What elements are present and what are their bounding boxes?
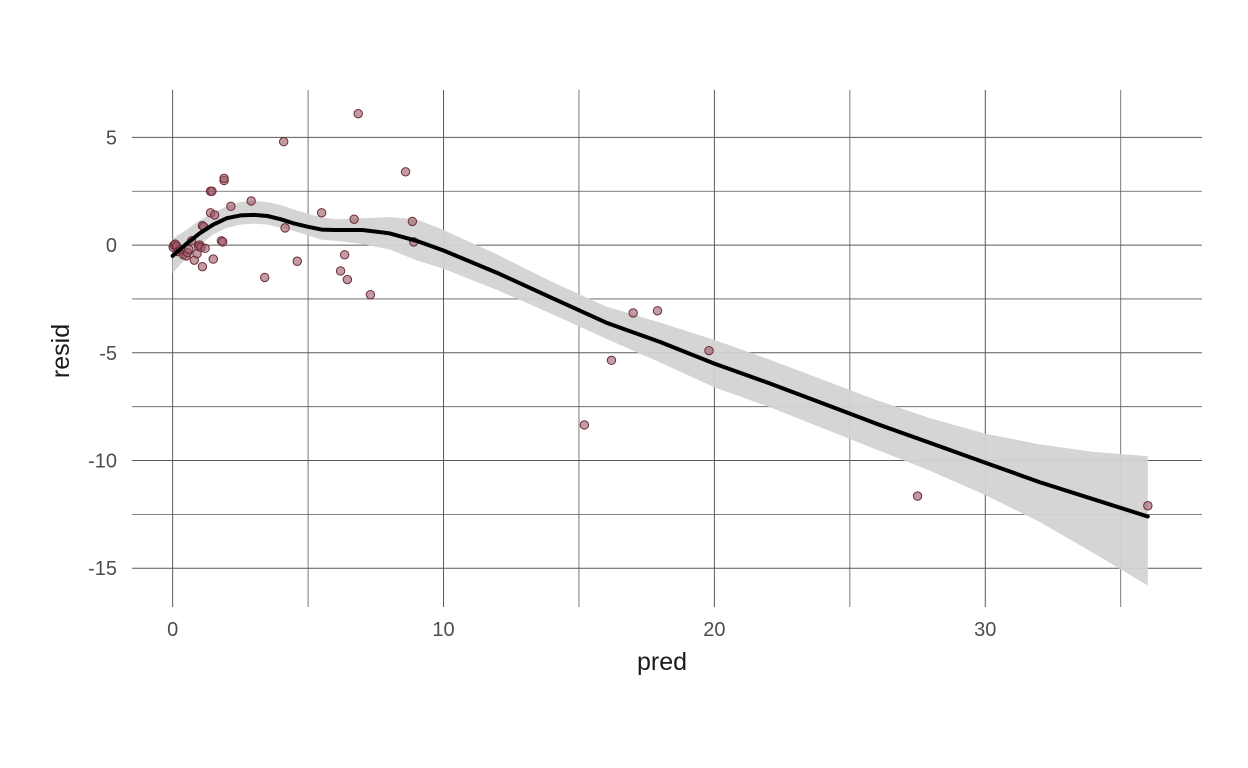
data-point <box>579 420 590 430</box>
data-point <box>226 201 236 212</box>
data-point <box>278 137 289 147</box>
y-tick-label: -15 <box>88 558 117 580</box>
confidence-ribbon <box>172 200 1148 586</box>
data-point <box>704 345 714 356</box>
data-point <box>1143 501 1153 511</box>
data-point <box>349 214 359 224</box>
y-tick-label: -5 <box>99 343 117 365</box>
data-point <box>628 308 638 318</box>
data-point <box>292 256 302 266</box>
data-point <box>365 289 376 300</box>
scatter-points <box>168 108 1153 511</box>
data-point <box>335 266 346 276</box>
data-point <box>400 167 411 177</box>
data-point <box>184 244 194 255</box>
data-point <box>606 355 617 366</box>
x-tick-label: 10 <box>432 619 454 641</box>
grid <box>132 90 1202 607</box>
data-point <box>342 274 353 285</box>
smooth-line-group <box>170 212 1150 519</box>
data-point <box>652 306 663 316</box>
data-point <box>219 173 229 184</box>
x-tick-label: 20 <box>703 619 725 641</box>
data-point <box>912 491 923 501</box>
data-point <box>246 196 256 206</box>
tick-labels: 0 10 20 30 5 0 -5 -10 -15 <box>88 127 996 641</box>
data-point <box>207 186 217 196</box>
data-point <box>353 108 363 119</box>
data-point <box>316 208 327 218</box>
data-point <box>407 216 418 227</box>
data-point <box>209 210 220 220</box>
data-point <box>218 237 228 247</box>
y-axis-title: resid <box>47 324 75 378</box>
x-axis-title: pred <box>637 648 687 676</box>
y-tick-label: -10 <box>88 451 117 473</box>
data-point <box>197 261 208 272</box>
x-tick-label: 30 <box>974 619 996 641</box>
y-tick-label: 0 <box>106 235 117 257</box>
data-point <box>208 254 218 264</box>
data-point <box>260 272 270 283</box>
data-point <box>339 250 350 260</box>
y-tick-label: 5 <box>106 127 117 149</box>
confidence-ribbon-group <box>172 200 1148 586</box>
data-point <box>280 223 290 233</box>
data-point <box>200 243 210 254</box>
x-tick-label: 0 <box>167 619 178 641</box>
smooth-line <box>170 212 1150 519</box>
